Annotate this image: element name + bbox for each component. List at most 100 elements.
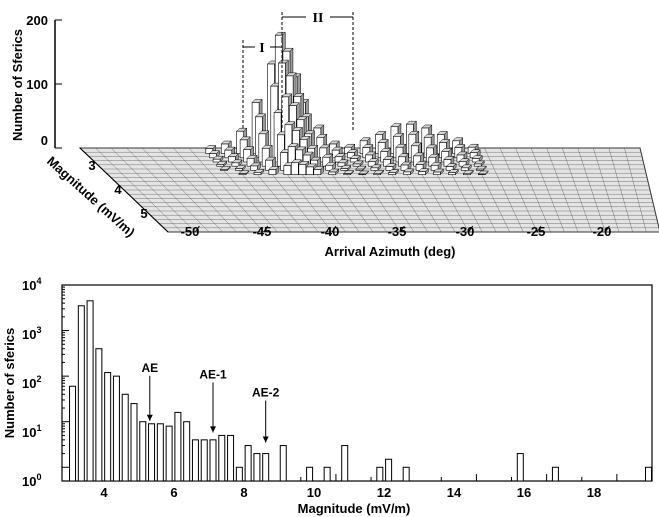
x-tick-mark [536, 225, 542, 233]
bar [121, 393, 129, 482]
region-I-marker: I [242, 40, 283, 130]
bar-3d [403, 171, 411, 175]
bar [112, 375, 120, 482]
bar-3d [373, 173, 381, 175]
bar-3d [471, 158, 480, 163]
annotation-arrowhead [262, 436, 269, 443]
region-I-label: I [259, 41, 264, 56]
bar [253, 453, 261, 482]
bar [174, 411, 182, 482]
x-axis-label: Arrival Azimuth (deg) [325, 244, 456, 259]
x-tick-mark [331, 225, 337, 233]
bar-3d [475, 168, 484, 171]
bar [165, 425, 173, 482]
bar-3d [235, 168, 243, 171]
z-tick-label: 200 [26, 13, 48, 28]
annotation-label: AE-2 [252, 386, 280, 400]
annotation-arrowhead [210, 426, 217, 433]
bar-3d [349, 158, 358, 163]
bar-3d [343, 173, 351, 175]
y-axis-label: Number of sferics [2, 328, 17, 439]
bar [262, 453, 270, 482]
bar-3d [238, 173, 247, 175]
bar [104, 372, 112, 482]
bar-3d [209, 153, 217, 159]
bar [235, 466, 243, 482]
x-tick-label: 4 [100, 485, 108, 500]
bar-3d [430, 164, 439, 171]
bar [139, 421, 147, 482]
x-tick-label: -50 [181, 224, 200, 239]
x-tick-labels: 4 6 8 10 12 14 16 18 [100, 485, 601, 500]
bar-3d [212, 158, 221, 163]
bar-3d [355, 168, 364, 171]
y-axis-line [79, 147, 169, 233]
bar-3d [228, 156, 236, 163]
bar-3d [250, 165, 258, 171]
bar-3d [400, 164, 409, 171]
bar-3d [463, 173, 471, 175]
x-tick-label: 16 [517, 485, 531, 500]
bar-3d [268, 169, 277, 175]
y-axis-ticks [62, 284, 69, 468]
y-tick-label: 102 [22, 374, 41, 391]
bar-3d [313, 169, 322, 175]
bar-3d [325, 164, 334, 171]
x-axis-label: Magnitude (mV/m) [298, 501, 411, 516]
bar [341, 445, 349, 482]
bar-3d [328, 171, 337, 175]
bar [69, 385, 77, 482]
z-tick-label: 100 [26, 77, 48, 92]
y-tick-label: 104 [22, 276, 41, 293]
x-tick-label: -45 [253, 224, 272, 239]
bar [244, 445, 252, 482]
bar-3d [448, 172, 456, 175]
bars-3d [205, 31, 489, 176]
z-axis-label: Number of Sferics [10, 29, 25, 141]
bar [323, 466, 331, 482]
chart-3d-histogram: 200 100 0 Number of Sferics 3 4 5 Magnit… [10, 11, 659, 259]
bar [148, 423, 156, 482]
bar-3d [352, 163, 361, 167]
y-tick-label: 103 [22, 325, 41, 342]
bar-3d [253, 172, 262, 175]
bar [86, 300, 94, 482]
bar [402, 466, 410, 482]
bar-3d [478, 173, 486, 175]
bar [279, 445, 287, 482]
x-tick-mark [194, 225, 200, 233]
bar-3d [473, 163, 482, 167]
x-tick-label: -25 [527, 224, 546, 239]
x-axis-ticks [89, 474, 653, 481]
x-tick-label: 14 [447, 485, 462, 500]
bar [77, 305, 85, 482]
annotations: AE AE-1 AE-2 [141, 361, 280, 443]
x-tick-mark [263, 225, 269, 233]
bar-3d [385, 166, 394, 171]
x-tick-label: -40 [321, 224, 340, 239]
y-tick-label: 101 [22, 423, 41, 440]
bar-3d [418, 171, 426, 175]
bar-3d [216, 164, 225, 167]
bar-3d [367, 161, 376, 167]
x-tick-label: 12 [377, 485, 391, 500]
annotation-arrowhead [146, 414, 153, 421]
bar [183, 421, 191, 482]
bar [209, 439, 217, 482]
bar [191, 439, 199, 482]
y-tick-label: 100 [22, 472, 41, 489]
x-tick-label: 8 [240, 485, 247, 500]
x-tick-mark [468, 225, 474, 233]
bar [644, 466, 652, 482]
bar-3d [283, 165, 292, 175]
bar-3d [305, 166, 314, 175]
y-tick-label: 3 [88, 158, 95, 173]
bar-3d [445, 166, 454, 171]
x-tick-mark [604, 225, 610, 233]
bar [306, 466, 314, 482]
z-tick-label: 0 [41, 133, 48, 148]
bar-3d [433, 171, 441, 175]
x-tick-mark [399, 225, 405, 233]
bar-3d [388, 172, 396, 175]
